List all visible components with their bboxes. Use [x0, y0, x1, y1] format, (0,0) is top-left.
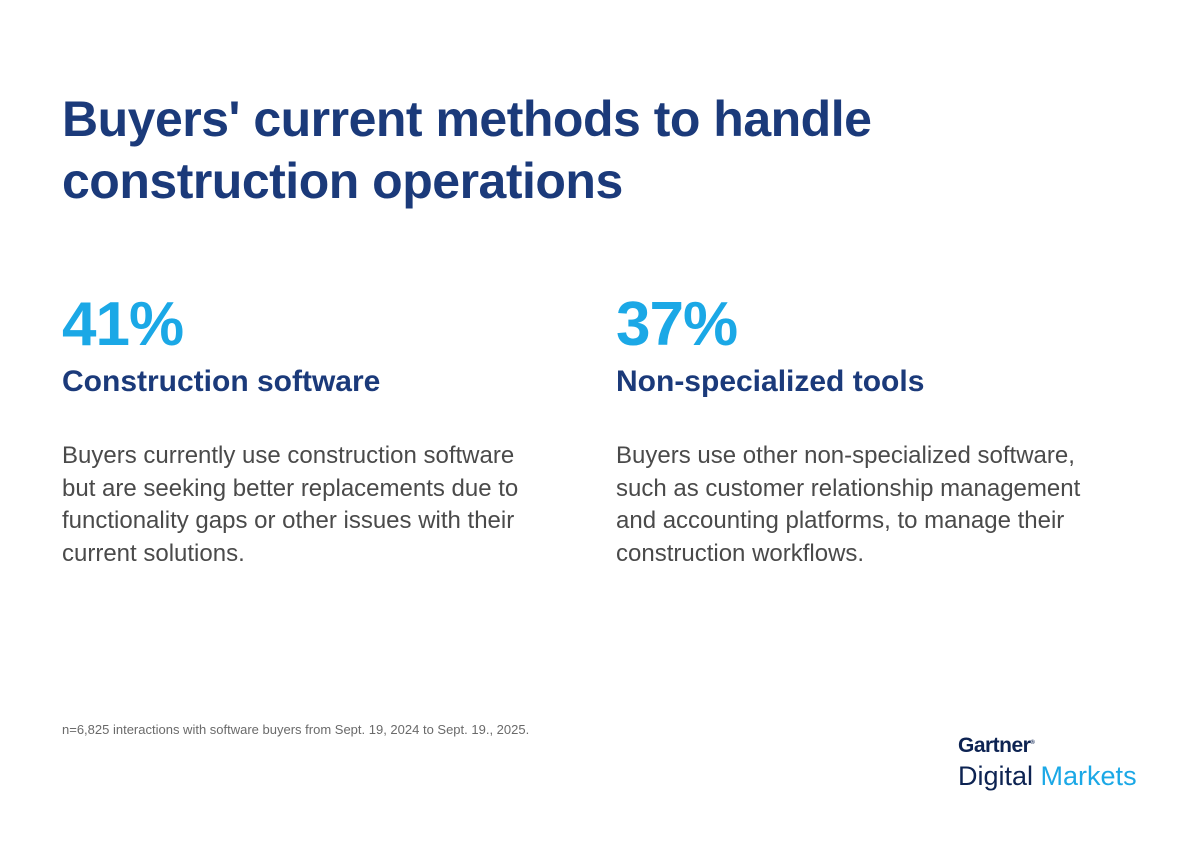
- stat-description: Buyers use other non-specialized softwar…: [616, 442, 1081, 567]
- logo-line2: Markets: [1040, 761, 1137, 791]
- page-title: Buyers' current methods to handle constr…: [62, 91, 872, 209]
- logo-line1: Digital: [958, 761, 1034, 791]
- stat-label: Construction software: [62, 365, 381, 398]
- gartner-digital-markets-logo: Gartner® Digital Markets: [958, 734, 1137, 791]
- stat-percent: 37%: [616, 290, 738, 359]
- footnote: n=6,825 interactions with software buyer…: [62, 722, 530, 737]
- stat-construction-software: 41% Construction software Buyers current…: [62, 290, 542, 570]
- stat-label: Non-specialized tools: [616, 365, 925, 398]
- stat-description: Buyers currently use construction softwa…: [62, 442, 519, 567]
- stat-percent: 41%: [62, 290, 184, 359]
- stat-non-specialized-tools: 37% Non-specialized tools Buyers use oth…: [616, 290, 1096, 570]
- logo-brand: Gartner: [958, 734, 1031, 757]
